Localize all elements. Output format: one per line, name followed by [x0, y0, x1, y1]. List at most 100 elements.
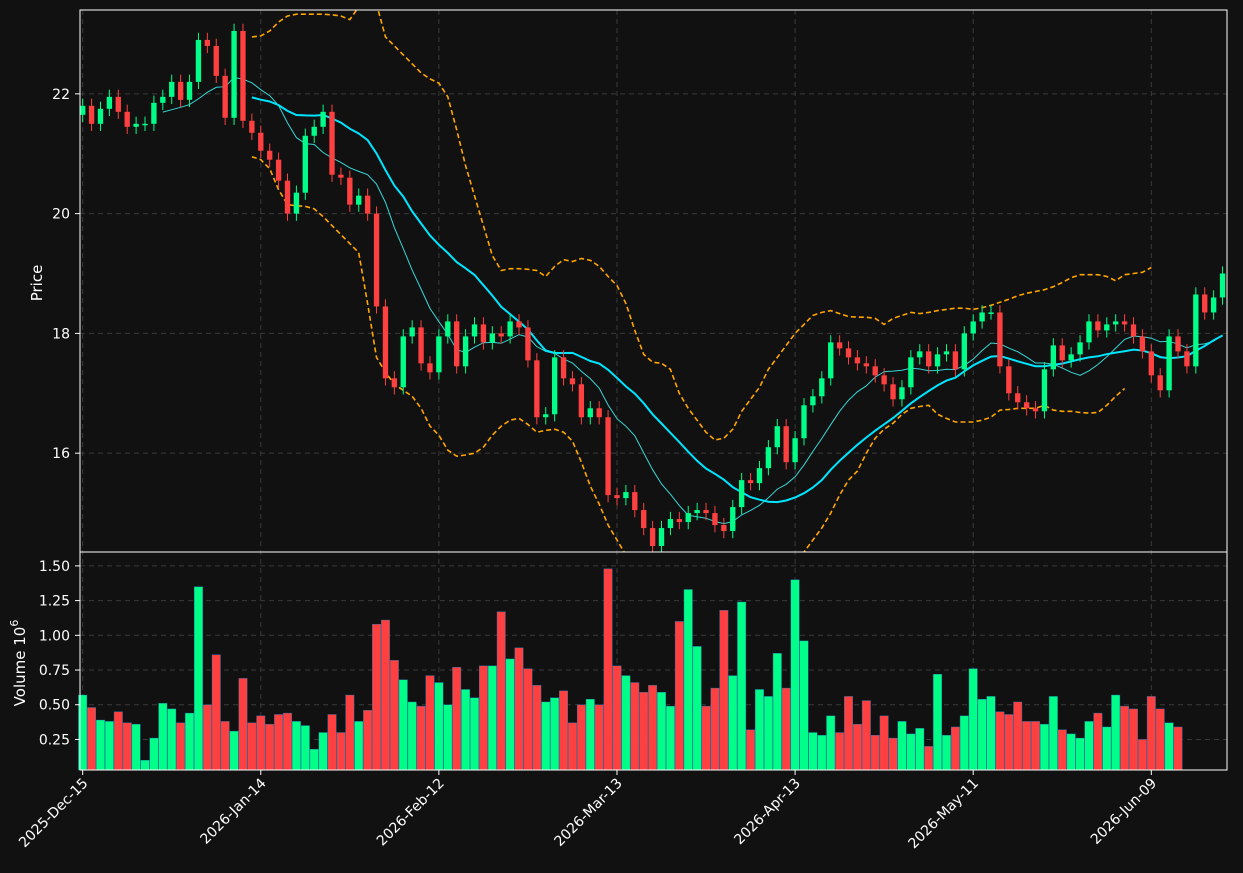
candle-body	[1086, 321, 1092, 343]
volume-bar	[657, 692, 666, 771]
candle-body	[142, 123, 148, 126]
candle-body	[445, 321, 451, 337]
candle-body	[160, 96, 166, 103]
candle-body	[658, 528, 665, 547]
candle-body	[917, 351, 923, 358]
volume-bar	[933, 673, 943, 771]
volume-bar	[363, 710, 373, 771]
volume-bar	[630, 682, 640, 771]
volume-bar	[345, 694, 355, 771]
volume-bar	[122, 722, 132, 771]
price-tick-label: 16	[52, 446, 70, 462]
volume-bar	[185, 712, 194, 771]
candle-body	[926, 351, 932, 367]
candle-body	[730, 507, 736, 532]
candle-body	[560, 357, 567, 379]
volume-bar	[612, 665, 622, 771]
candle-body	[1184, 351, 1190, 367]
candle-body	[97, 108, 104, 124]
candle-body	[418, 327, 424, 364]
volume-bar	[719, 610, 729, 771]
price-tick-label: 20	[52, 207, 70, 223]
candle-body	[845, 348, 852, 358]
candle-body	[106, 96, 113, 109]
volume-bar	[318, 732, 328, 771]
volume-bar	[844, 696, 853, 771]
candle-body	[213, 45, 219, 76]
volume-bar	[1004, 714, 1014, 771]
volume-bar	[621, 675, 631, 771]
volume-bar	[514, 647, 524, 771]
candle-body	[462, 336, 469, 367]
y-tick-labels: 16 18 20 22 0.25 0.50 0.75 1.00 1.25 1.50	[39, 87, 80, 748]
price-tick-label: 22	[52, 87, 70, 103]
volume-bar	[229, 730, 239, 771]
volume-bar	[354, 721, 364, 771]
candle-body	[293, 192, 300, 214]
candle-body	[151, 102, 157, 124]
candle-body	[1139, 336, 1146, 352]
candle-body	[952, 351, 959, 370]
candle-body	[810, 396, 816, 406]
volume-bar	[505, 658, 515, 771]
candle-body	[676, 519, 682, 523]
candle-body	[667, 519, 674, 529]
volume-bar	[238, 678, 248, 771]
volume-bar	[853, 723, 862, 771]
volume-bar	[104, 721, 114, 771]
volume-bar	[781, 687, 791, 771]
volume-bar	[817, 735, 827, 771]
candle-body	[356, 195, 362, 205]
volume-bar	[870, 735, 880, 771]
volume-bar	[763, 696, 773, 771]
candle-body	[507, 321, 513, 337]
candle-body	[747, 480, 754, 484]
candles	[80, 23, 1226, 552]
volume-bar	[897, 721, 907, 771]
candle-body	[88, 105, 95, 124]
volume-bar	[220, 721, 230, 771]
volume-bar	[194, 586, 203, 771]
candle-body	[1006, 366, 1012, 394]
volume-bar	[639, 692, 649, 771]
candle-body	[632, 492, 638, 511]
candle-body	[801, 405, 807, 439]
candle-body	[364, 195, 371, 214]
volume-bar	[247, 722, 257, 771]
volume-bar	[959, 715, 969, 771]
volume-bar	[336, 732, 346, 771]
volume-bar	[1146, 696, 1156, 771]
candle-body	[169, 81, 175, 97]
candle-body	[1095, 321, 1101, 331]
candle-body	[836, 342, 843, 349]
volume-axis-label-text: Volume 10	[11, 627, 29, 707]
volume-bar	[746, 729, 755, 771]
volume-bar	[149, 737, 159, 771]
volume-bar	[381, 619, 390, 771]
volume-bar	[372, 624, 381, 771]
candle-body	[774, 426, 780, 448]
volume-bar	[683, 589, 693, 771]
candle-body	[872, 366, 878, 376]
candle-body	[1059, 345, 1065, 361]
volume-bar	[755, 689, 764, 771]
volume-bar	[283, 712, 292, 771]
volume-bar	[737, 601, 747, 771]
volume-bar	[176, 722, 186, 771]
volume-axis-label: Volume 106	[8, 620, 29, 707]
volume-bar	[309, 748, 319, 771]
candle-body	[311, 126, 317, 136]
volume-bar	[541, 701, 551, 771]
price-axis-label: Price	[28, 265, 46, 302]
candle-body	[1166, 336, 1172, 391]
candle-body	[1113, 321, 1119, 325]
volume-bar	[950, 726, 960, 771]
volume-bar	[113, 711, 123, 771]
candle-body	[302, 135, 308, 193]
volume-bar	[211, 654, 221, 771]
candle-body	[534, 360, 540, 418]
candle-body	[516, 321, 522, 328]
volume-bar	[1155, 708, 1165, 771]
candle-body	[641, 510, 647, 529]
candle-body	[703, 510, 709, 514]
